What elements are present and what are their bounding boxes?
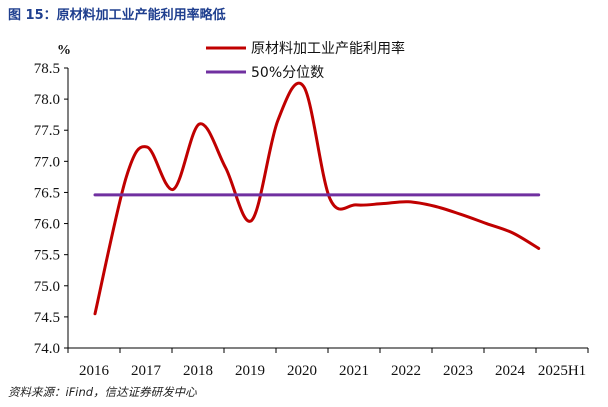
x-tick-label: 2020 bbox=[287, 363, 317, 379]
x-tick-label: 2024 bbox=[495, 363, 526, 379]
y-tick-label: 76.5 bbox=[34, 185, 60, 201]
series-line-utilization bbox=[93, 81, 541, 316]
chart-legend: 原材料加工业产能利用率 50%分位数 bbox=[206, 40, 405, 81]
x-tick-label: 2021 bbox=[339, 363, 369, 379]
y-tick-labels: 74.0 74.5 75.0 75.5 76.0 76.5 77.0 77.5 78.0 78.5 bbox=[34, 61, 60, 357]
x-tick-label: 2017 bbox=[131, 363, 162, 379]
chart-series bbox=[93, 81, 541, 316]
y-tick-label: 77.5 bbox=[34, 123, 60, 139]
y-tick-label: 74.0 bbox=[34, 341, 60, 357]
y-tick-label: 77.0 bbox=[34, 154, 60, 170]
legend-label: 原材料加工业产能利用率 bbox=[251, 40, 405, 57]
x-tick-label: 2025H1 bbox=[538, 363, 586, 379]
figure-source: 资料来源：iFind，信达证券研发中心 bbox=[8, 385, 197, 399]
y-tick-label: 74.5 bbox=[34, 310, 60, 326]
figure-title: 图 15：原材料加工业产能利用率略低 bbox=[8, 8, 226, 23]
y-tick-label: 78.5 bbox=[34, 61, 60, 77]
y-axis-unit: % bbox=[57, 43, 71, 58]
x-tick-label: 2019 bbox=[235, 363, 265, 379]
legend-label: 50%分位数 bbox=[251, 65, 324, 81]
x-tick-labels: 2016 2017 2018 2019 2020 2021 2022 2023 2024 2025… bbox=[79, 363, 586, 379]
y-tick-label: 78.0 bbox=[34, 92, 60, 108]
x-tick-label: 2016 bbox=[79, 363, 110, 379]
chart-axes bbox=[64, 67, 589, 353]
x-tick-label: 2018 bbox=[183, 363, 213, 379]
y-tick-label: 75.0 bbox=[34, 279, 60, 295]
x-tick-label: 2023 bbox=[443, 363, 473, 379]
x-tick-label: 2022 bbox=[391, 363, 421, 379]
y-tick-label: 75.5 bbox=[34, 248, 60, 264]
y-tick-label: 76.0 bbox=[34, 217, 60, 233]
